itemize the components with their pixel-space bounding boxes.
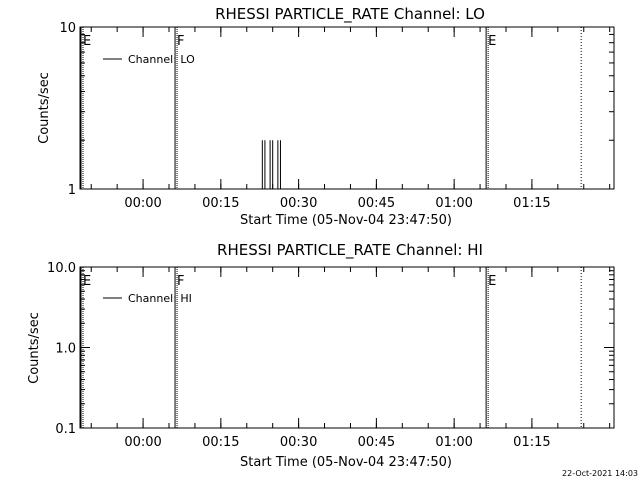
x-axis-label: Start Time (05-Nov-04 23:47:50) xyxy=(240,213,452,228)
plot-frame xyxy=(79,266,615,429)
x-tick-label: 00:30 xyxy=(280,196,317,211)
x-tick-label: 00:15 xyxy=(202,435,239,450)
legend: Channel: LO xyxy=(103,53,195,66)
legend-label: Channel: LO xyxy=(128,53,195,66)
chart-title: RHESSI PARTICLE_RATE Channel: HI xyxy=(217,241,483,260)
legend-label: Channel: HI xyxy=(128,292,192,305)
y-tick-label: 1.0 xyxy=(55,342,76,357)
x-tick-label: 00:15 xyxy=(202,196,239,211)
y-tick-label: 0.1 xyxy=(55,422,76,437)
y-tick-label: 1 xyxy=(68,183,76,198)
x-tick-label: 00:00 xyxy=(124,435,161,450)
y-tick-label: 10.0 xyxy=(47,261,76,276)
event-marker-label: E xyxy=(83,34,91,49)
x-tick-label: 01:15 xyxy=(513,435,550,450)
x-tick-label: 00:45 xyxy=(358,196,395,211)
x-tick-label: 00:30 xyxy=(280,435,317,450)
event-marker-label: E xyxy=(488,274,496,289)
x-tick-label: 01:15 xyxy=(513,196,550,211)
y-axis-label: Counts/sec xyxy=(27,312,42,384)
x-axis-label: Start Time (05-Nov-04 23:47:50) xyxy=(240,455,452,470)
y-tick-label: 10 xyxy=(59,21,76,36)
event-marker-label: F xyxy=(177,34,184,49)
event-marker-label: F xyxy=(177,274,184,289)
chart-title: RHESSI PARTICLE_RATE Channel: LO xyxy=(215,5,485,24)
event-marker-label: E xyxy=(488,34,496,49)
y-axis-label: Counts/sec xyxy=(37,72,52,144)
x-tick-label: 00:45 xyxy=(358,435,395,450)
legend: Channel: HI xyxy=(103,292,192,305)
chart-panel-lo: RHESSI PARTICLE_RATE Channel: LO Counts/… xyxy=(37,5,615,228)
x-tick-label: 00:00 xyxy=(124,196,161,211)
x-tick-label: 01:00 xyxy=(435,435,472,450)
chart-panel-hi: RHESSI PARTICLE_RATE Channel: HI Counts/… xyxy=(27,241,615,470)
plot-frame xyxy=(79,26,615,190)
event-marker-label: E xyxy=(83,274,91,289)
footer-timestamp: 22-Oct-2021 14:03 xyxy=(562,469,638,478)
x-tick-label: 01:00 xyxy=(435,196,472,211)
